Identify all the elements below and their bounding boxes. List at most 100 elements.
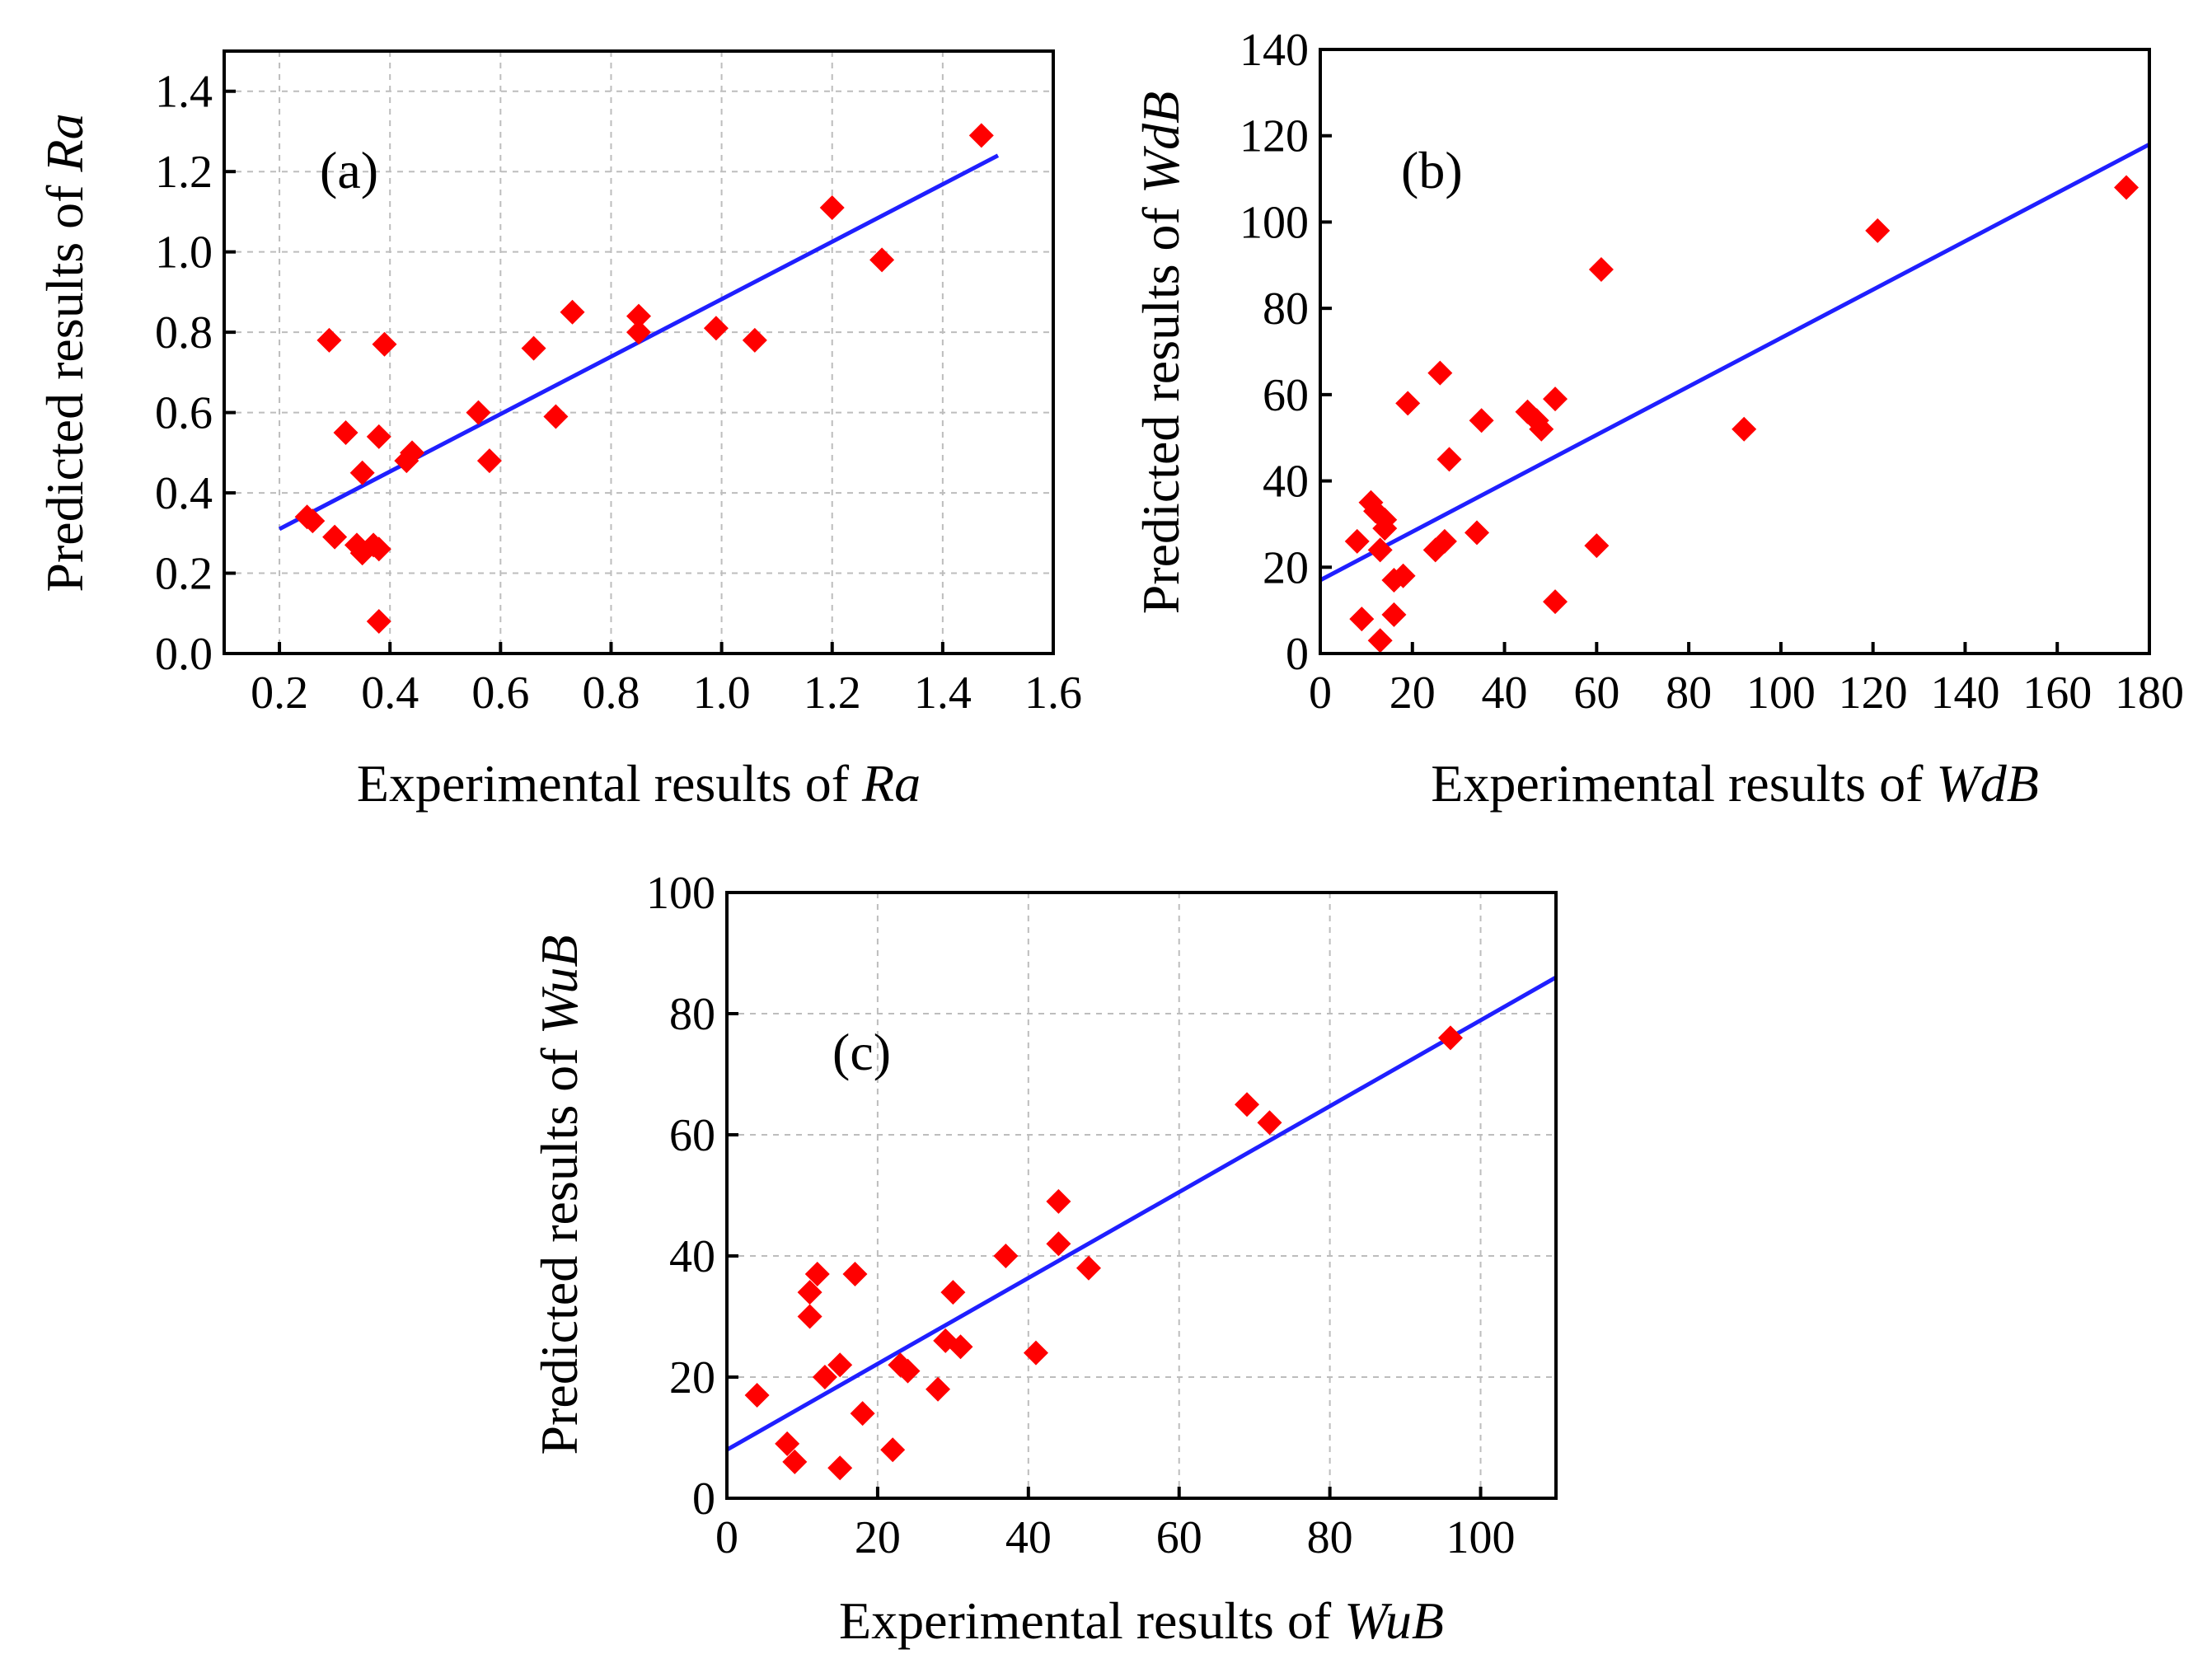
panel-c-plot-frame — [725, 891, 1558, 1500]
panel-a-data-point — [543, 404, 569, 429]
panel-a-data-point — [968, 123, 994, 148]
panel-c-y-axis-title: Predicted results of WuB — [530, 935, 588, 1455]
panel-b-data-point — [1395, 391, 1421, 416]
panel-c-x-tick-label: 60 — [1156, 1512, 1202, 1563]
panel-c-scatter-chart: 0 20 40 60 80 100 0 20 40 60 80 100 (c) Experimenta… — [530, 868, 1558, 1650]
panel-c-y-tick-label: 60 — [669, 1110, 715, 1161]
panel-a-data-point — [400, 440, 425, 466]
panel-a-x-tick-label: 1.0 — [693, 668, 751, 719]
panel-b-data-point — [1865, 218, 1891, 243]
panel-c-x-tick-label: 40 — [1005, 1512, 1052, 1563]
panel-a-x-tick-label: 0.4 — [361, 668, 419, 719]
panel-a-x-tick-label: 1.2 — [804, 668, 861, 719]
panel-c-data-point — [1235, 1092, 1260, 1117]
panel-b-data-point — [1432, 528, 1457, 554]
panel-a-label: (a) — [320, 141, 378, 199]
panel-b-data-point — [1588, 257, 1614, 283]
panel-b-y-axis-title: Predicted results of WdB — [1132, 91, 1190, 615]
panel-c-data-point — [842, 1262, 868, 1287]
panel-a-y-axis-title: Predicted results of Ra — [35, 113, 94, 592]
panel-c-data-point — [827, 1455, 853, 1481]
panel-c-data-point — [850, 1401, 875, 1427]
panel-a-data-point — [626, 320, 651, 345]
panel-a-y-tick-label: 1.2 — [155, 147, 213, 198]
panel-c-data-point — [782, 1449, 808, 1474]
panel-a-x-tick-label: 1.6 — [1024, 668, 1082, 719]
panel-b-x-tick-label: 120 — [1839, 668, 1908, 719]
panel-a-plot-frame — [223, 49, 1055, 655]
panel-a-x-tick-label: 0.2 — [251, 668, 308, 719]
panel-b-plot-frame — [1319, 48, 2151, 655]
panel-c-ticks: 0 20 40 60 80 100 0 20 40 60 80 100 — [646, 868, 1516, 1563]
panel-b-y-tick-label: 60 — [1263, 370, 1309, 421]
panel-a-grid — [224, 51, 1053, 654]
panel-b-y-tick-label: 140 — [1240, 25, 1309, 76]
panel-b-data-point — [1349, 607, 1375, 632]
panel-a-data-point — [366, 536, 391, 562]
panel-b-x-tick-label: 140 — [1930, 668, 1999, 719]
panel-c-data-point — [804, 1262, 830, 1287]
panel-c-data-point — [1076, 1255, 1101, 1281]
panel-b-x-tick-label: 40 — [1482, 668, 1528, 719]
panel-c-y-tick-label: 20 — [669, 1352, 715, 1403]
panel-b-y-tick-label: 40 — [1263, 457, 1309, 508]
panel-b-label: (b) — [1401, 141, 1463, 199]
panel-c-data-point — [775, 1431, 800, 1456]
panel-a-x-tick-label: 1.4 — [914, 668, 972, 719]
panel-a-data-point — [349, 460, 375, 485]
panel-a-data-point — [476, 448, 502, 474]
panel-a-y-tick-label: 0.0 — [155, 629, 213, 680]
panel-c-data-point — [797, 1304, 822, 1329]
panel-b-x-tick-label: 160 — [2022, 668, 2092, 719]
panel-b-fit-layer — [1319, 142, 2151, 583]
panel-c-fit-line — [725, 975, 1558, 1452]
panel-b-y-tick-label: 80 — [1263, 283, 1309, 335]
panel-c-y-tick-label: 100 — [646, 868, 715, 919]
panel-c-y-tick-label: 40 — [669, 1231, 715, 1282]
panel-a-data-point — [521, 335, 546, 361]
panel-b-data-point — [1390, 563, 1416, 588]
panel-b-data-point — [1381, 602, 1407, 627]
panel-b-x-tick-label: 0 — [1309, 668, 1332, 719]
panel-b-data-point — [1732, 416, 1757, 442]
panel-b-x-tick-label: 100 — [1746, 668, 1816, 719]
panel-a-data-point — [366, 424, 391, 449]
panel-a-y-tick-label: 0.2 — [155, 549, 213, 600]
panel-a-scatter-chart: 0.2 0.4 0.6 0.8 1.0 1.2 1.4 1.6 0.0 0.2 0.4 0.6 0.8 1… — [35, 49, 1082, 813]
panel-a-data-point — [333, 419, 359, 445]
panel-c-x-axis-title: Experimental results of WuB — [839, 1591, 1444, 1650]
panel-b-y-tick-label: 100 — [1240, 197, 1309, 248]
panel-a-data-point — [466, 400, 491, 425]
panel-c-data-point — [797, 1280, 822, 1305]
panel-b-points — [1344, 175, 2139, 654]
panel-a-y-tick-label: 0.4 — [155, 468, 213, 519]
panel-c-x-tick-label: 20 — [855, 1512, 901, 1563]
panel-c-x-tick-label: 80 — [1307, 1512, 1353, 1563]
panel-c-data-point — [1046, 1188, 1071, 1214]
panel-c-data-point — [948, 1334, 973, 1360]
panel-b-data-point — [1367, 628, 1393, 654]
panel-c-x-tick-label: 100 — [1446, 1512, 1516, 1563]
panel-b-data-point — [1543, 387, 1568, 412]
panel-c-x-tick-label: 0 — [715, 1512, 738, 1563]
panel-b-y-tick-label: 0 — [1286, 629, 1309, 680]
panel-b-data-point — [1529, 416, 1554, 442]
panel-c-data-point — [1046, 1231, 1071, 1257]
panel-a-data-point — [372, 331, 397, 357]
panel-b-x-tick-label: 20 — [1390, 668, 1436, 719]
panel-b-data-point — [2114, 175, 2139, 200]
panel-c-data-point — [827, 1352, 853, 1378]
panel-c-data-point — [744, 1383, 770, 1408]
panel-b-data-point — [1367, 537, 1393, 563]
panel-a-ticks: 0.2 0.4 0.6 0.8 1.0 1.2 1.4 1.6 0.0 0.2 0.4 0.6 0.8 1… — [155, 67, 1082, 719]
panel-b-scatter-chart: 0 20 40 60 80 100 120 140 160 180 0 20 40 60 80 100 120 1… — [1132, 25, 2184, 813]
panel-c-y-tick-label: 0 — [692, 1474, 715, 1525]
panel-a-y-tick-label: 0.6 — [155, 388, 213, 439]
panel-a-data-point — [703, 316, 729, 341]
panel-b-x-tick-label: 60 — [1573, 668, 1619, 719]
panel-a-x-axis-title: Experimental results of Ra — [357, 754, 921, 813]
panel-b-data-point — [1584, 533, 1610, 559]
panel-c-data-point — [993, 1244, 1019, 1268]
panel-a-data-point — [560, 299, 585, 325]
